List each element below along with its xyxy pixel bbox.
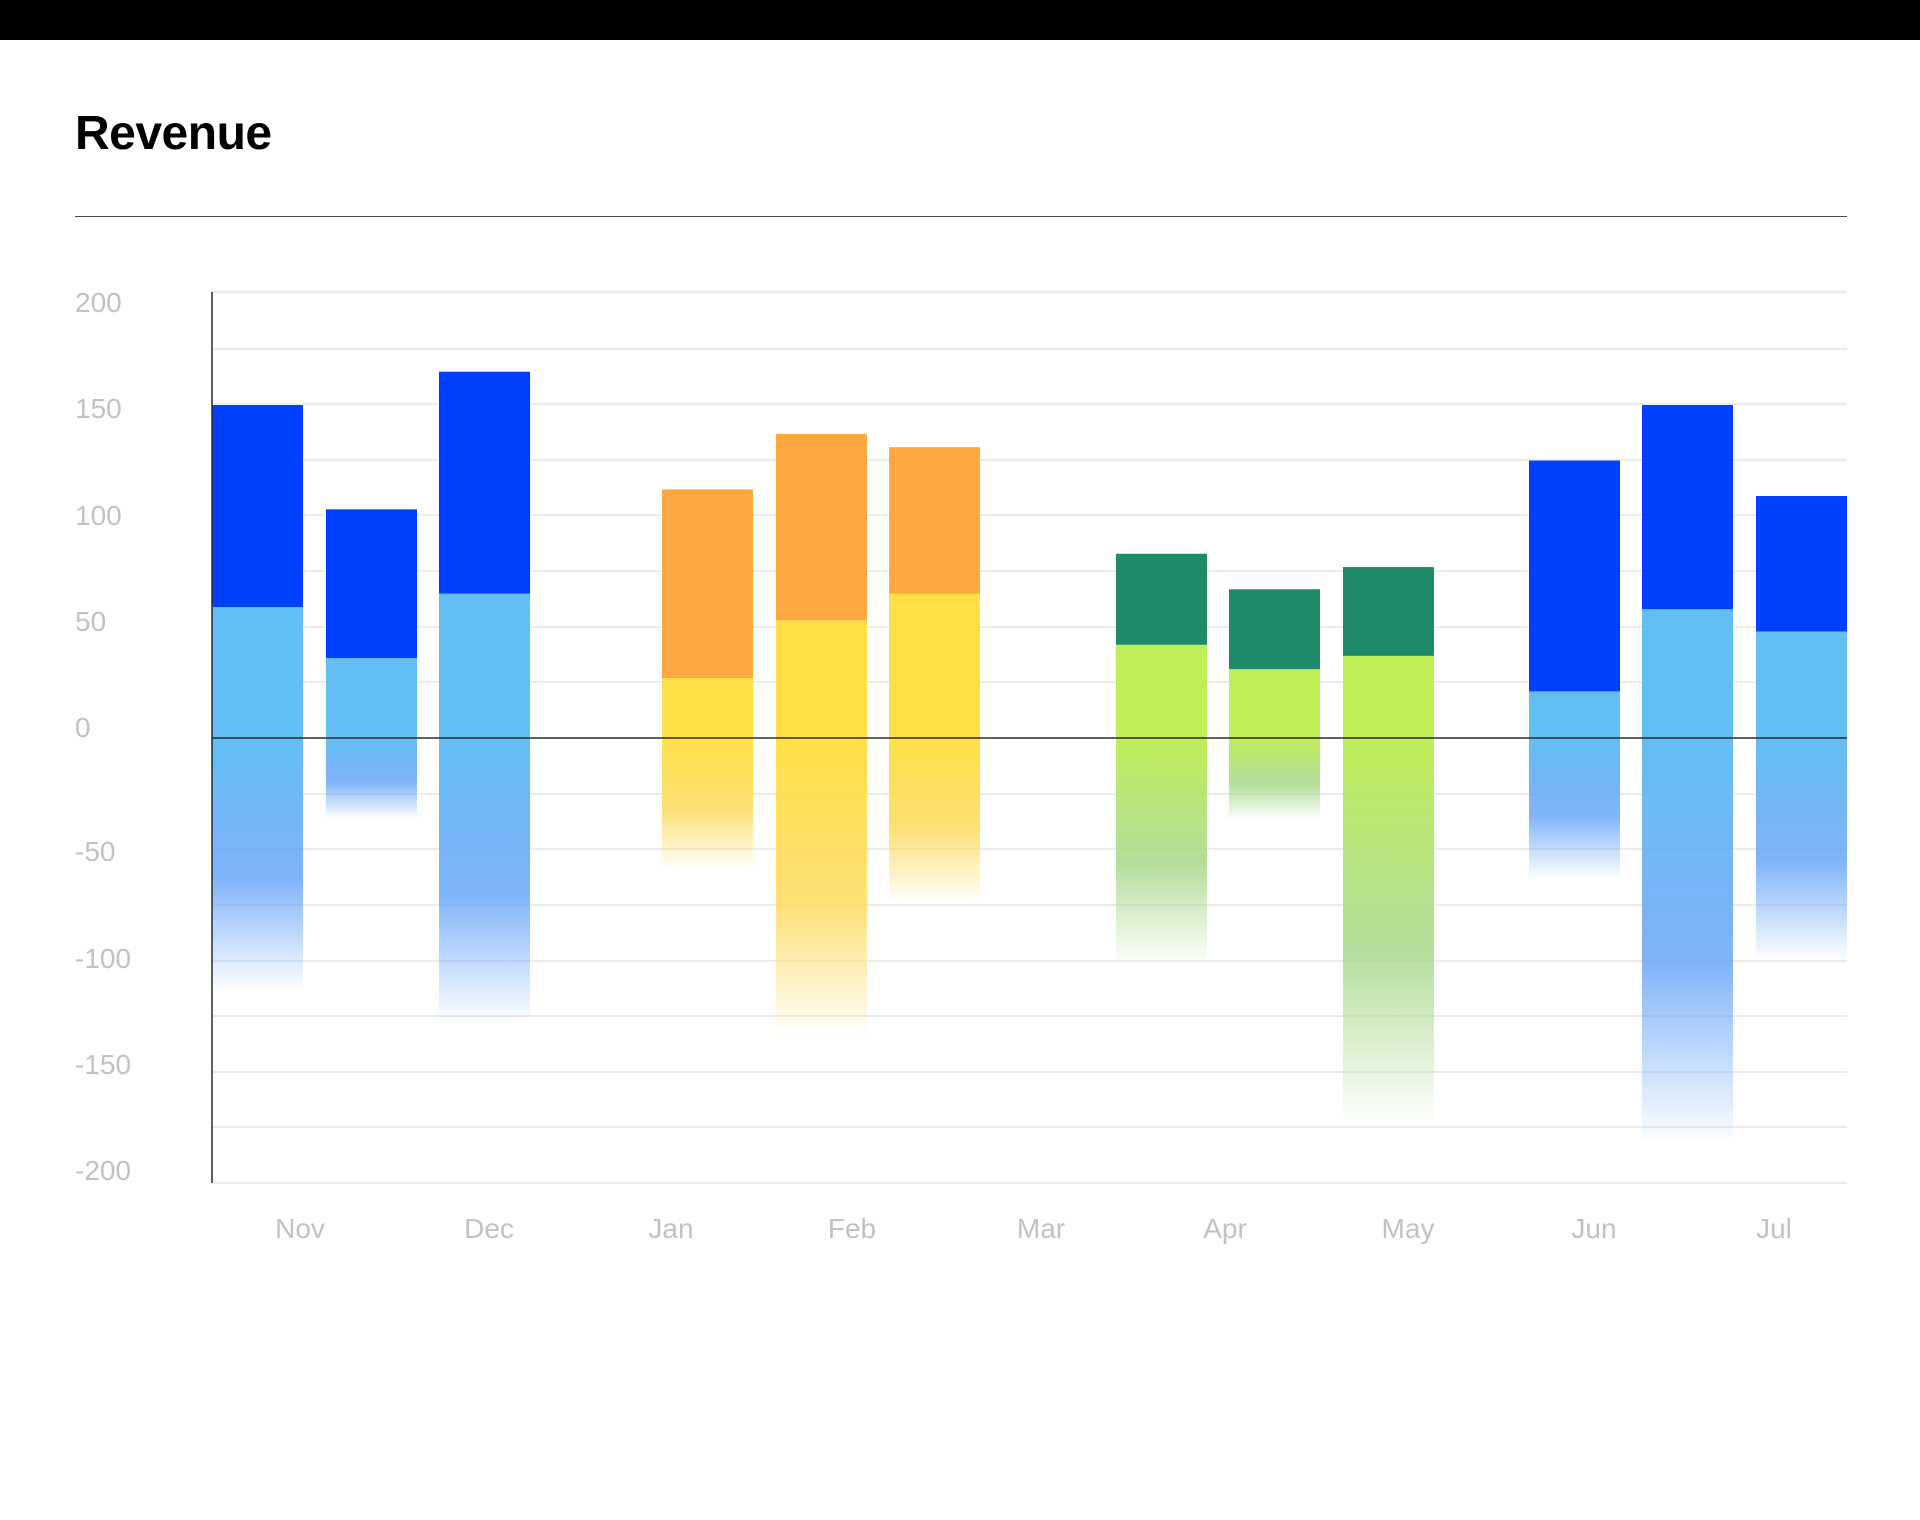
bar-top-segment	[326, 509, 417, 659]
bar-group	[1343, 567, 1434, 1127]
page-title: Revenue	[75, 107, 272, 160]
bar-base-segment	[889, 593, 980, 738]
bar-base-segment	[1343, 655, 1434, 738]
title-divider	[75, 216, 1847, 217]
bar-group	[662, 489, 753, 870]
bar-base-segment	[1116, 644, 1207, 738]
x-tick-label: Dec	[464, 1213, 514, 1244]
bar-group	[776, 433, 867, 1037]
bar-top-segment	[1343, 567, 1434, 656]
y-tick-label: 150	[75, 393, 122, 424]
bar-top-segment	[439, 371, 530, 594]
bar-group	[326, 509, 417, 819]
bar-negative	[889, 738, 980, 904]
bar-negative	[1343, 738, 1434, 1127]
bar-top-segment	[1756, 496, 1847, 632]
bar-top-segment	[1229, 589, 1320, 670]
bar-top-segment	[1116, 553, 1207, 645]
bar-base-segment	[1756, 631, 1847, 738]
bar-base-segment	[212, 607, 303, 738]
y-tick-label: -100	[75, 943, 131, 974]
bar-negative	[212, 738, 303, 993]
bar-group	[889, 447, 980, 904]
bar-top-segment	[1529, 460, 1620, 692]
y-tick-label: -50	[75, 836, 115, 867]
x-tick-label: Feb	[828, 1213, 876, 1244]
bar-group	[212, 405, 303, 993]
bar-base-segment	[1529, 691, 1620, 738]
bar-group	[1116, 553, 1207, 966]
bar-top-segment	[662, 489, 753, 679]
bar-base-segment	[662, 678, 753, 738]
bar-group	[1642, 405, 1733, 1144]
bar-group	[439, 371, 530, 1024]
bar-base-segment	[1229, 669, 1320, 738]
x-tick-label: Jan	[648, 1213, 693, 1244]
y-tick-label: 100	[75, 500, 122, 531]
bar-top-segment	[212, 405, 303, 608]
bar-top-segment	[889, 447, 980, 594]
y-tick-label: 200	[75, 287, 122, 318]
bar-negative	[662, 738, 753, 870]
bar-top-segment	[776, 433, 867, 621]
bar-negative	[776, 738, 867, 1037]
bar-negative	[326, 738, 417, 819]
bar-negative	[1116, 738, 1207, 966]
bar-negative	[1529, 738, 1620, 879]
bar-group	[1229, 589, 1320, 821]
bar-negative	[439, 738, 530, 1024]
y-tick-label: -200	[75, 1155, 131, 1186]
y-tick-label: -150	[75, 1049, 131, 1080]
top-bar	[0, 0, 1920, 40]
bar-base-segment	[1642, 609, 1733, 738]
bar-base-segment	[439, 593, 530, 738]
y-tick-label: 0	[75, 712, 91, 743]
x-tick-label: Nov	[275, 1213, 325, 1244]
bar-top-segment	[1642, 405, 1733, 610]
x-tick-label: Mar	[1017, 1213, 1065, 1244]
x-tick-label: Jun	[1571, 1213, 1616, 1244]
bar-negative	[1756, 738, 1847, 961]
bar-group	[1529, 460, 1620, 879]
x-tick-label: May	[1382, 1213, 1435, 1244]
y-tick-label: 50	[75, 606, 106, 637]
bar-group	[1756, 496, 1847, 961]
x-tick-label: Jul	[1756, 1213, 1792, 1244]
bar-base-segment	[776, 620, 867, 738]
bar-base-segment	[326, 658, 417, 738]
bar-negative	[1642, 738, 1733, 1144]
x-tick-label: Apr	[1203, 1213, 1247, 1244]
bar-negative	[1229, 738, 1320, 821]
